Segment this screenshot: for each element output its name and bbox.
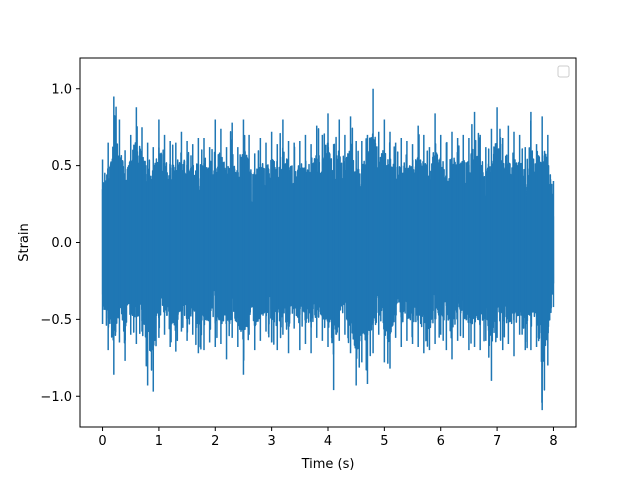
x-tick-label: 7 (493, 434, 501, 449)
x-tick-label: 4 (324, 434, 332, 449)
x-tick-label: 1 (155, 434, 163, 449)
x-tick-label: 6 (437, 434, 445, 449)
x-tick-label: 5 (380, 434, 388, 449)
x-tick-label: 2 (211, 434, 219, 449)
y-tick-label: −0.5 (40, 313, 72, 328)
y-tick-label: 1.0 (51, 82, 72, 97)
x-tick-label: 3 (267, 434, 275, 449)
x-tick-label: 0 (98, 434, 106, 449)
y-axis-label: Strain (17, 223, 32, 262)
y-tick-label: 0.0 (51, 236, 72, 251)
x-axis: 0 1 2 3 4 5 6 7 8 (98, 427, 558, 449)
x-tick-label: 8 (549, 434, 557, 449)
y-tick-label: −1.0 (40, 390, 72, 405)
plot-series-layer (101, 88, 555, 411)
x-axis-label: Time (s) (301, 457, 355, 472)
legend-box (557, 65, 570, 78)
y-tick-label: 0.5 (51, 159, 72, 174)
y-axis: −1.0 −0.5 0.0 0.5 1.0 (40, 82, 80, 405)
